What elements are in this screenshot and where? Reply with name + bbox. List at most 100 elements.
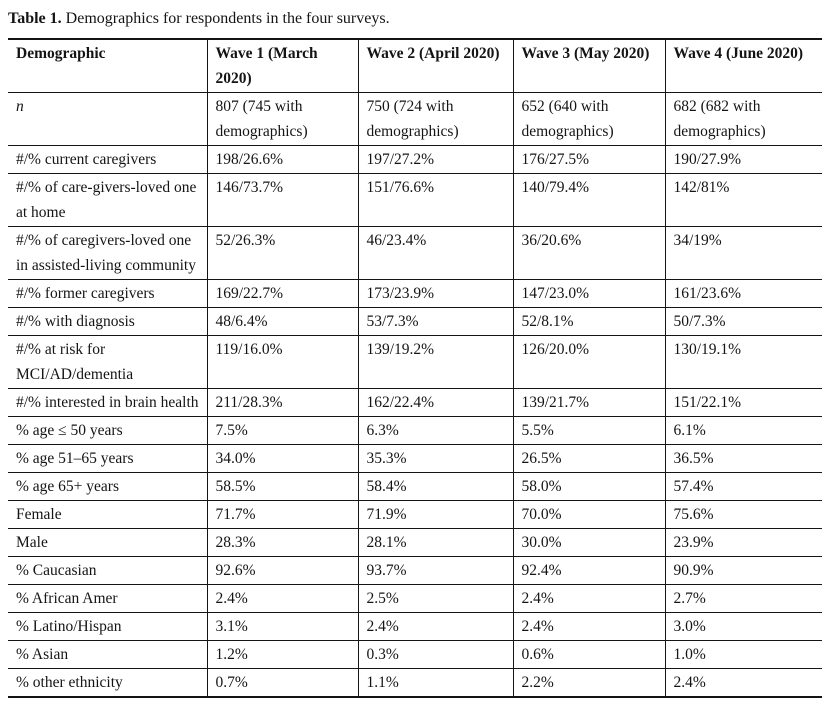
value-cell: 1.2% bbox=[206, 640, 358, 669]
table-row: #/% former caregivers 169/22.7% 173/23.9% 1… bbox=[8, 279, 822, 308]
table-row: Female 71.7% 71.9% 70.0% 75.6% bbox=[8, 500, 822, 529]
demographics-table: Demographic Wave 1 (March 2020) Wave 2 (Ap… bbox=[8, 38, 822, 698]
value-cell: 93.7% bbox=[357, 556, 513, 585]
row-label-cell: #/% with diagnosis bbox=[8, 307, 207, 336]
table-header: Demographic Wave 1 (March 2020) Wave 2 (Ap… bbox=[8, 39, 822, 93]
value-cell: 197/27.2% bbox=[357, 145, 513, 174]
value-cell: 190/27.9% bbox=[664, 145, 822, 174]
table-body: n 807 (745 with demographics) 750 (724 wit… bbox=[8, 92, 822, 697]
value-cell: 52/8.1% bbox=[512, 307, 665, 336]
value-cell: 1.1% bbox=[357, 668, 513, 697]
value-cell: 139/19.2% bbox=[357, 335, 513, 389]
row-label-cell: % age 65+ years bbox=[8, 472, 207, 501]
value-cell: 3.1% bbox=[206, 612, 358, 641]
value-cell: 750 (724 with demographics) bbox=[357, 92, 513, 146]
table-row: % age 65+ years 58.5% 58.4% 58.0% 57.4% bbox=[8, 472, 822, 501]
value-cell: 92.4% bbox=[512, 556, 665, 585]
value-cell: 57.4% bbox=[664, 472, 822, 501]
value-cell: 2.5% bbox=[357, 584, 513, 613]
value-cell: 5.5% bbox=[512, 416, 665, 445]
value-cell: 173/23.9% bbox=[357, 279, 513, 308]
row-label-cell: #/% of care-givers-loved one at home bbox=[8, 173, 207, 227]
value-cell: 71.7% bbox=[206, 500, 358, 529]
value-cell: 23.9% bbox=[664, 528, 822, 557]
value-cell: 70.0% bbox=[512, 500, 665, 529]
table-row: #/% current caregivers 198/26.6% 197/27.2%… bbox=[8, 145, 822, 174]
row-label-cell: #/% of caregivers-loved one in assisted-… bbox=[8, 226, 207, 280]
value-cell: 142/81% bbox=[664, 173, 822, 227]
value-cell: 36.5% bbox=[664, 444, 822, 473]
value-cell: 53/7.3% bbox=[357, 307, 513, 336]
row-label-cell: % age 51–65 years bbox=[8, 444, 207, 473]
value-cell: 146/73.7% bbox=[206, 173, 358, 227]
value-cell: 92.6% bbox=[206, 556, 358, 585]
table-row: Male 28.3% 28.1% 30.0% 23.9% bbox=[8, 528, 822, 557]
value-cell: 58.4% bbox=[357, 472, 513, 501]
column-header: Demographic bbox=[8, 39, 207, 93]
row-label-cell: Male bbox=[8, 528, 207, 557]
value-cell: 0.7% bbox=[206, 668, 358, 697]
value-cell: 162/22.4% bbox=[357, 388, 513, 417]
row-label-cell: % African Amer bbox=[8, 584, 207, 613]
value-cell: 28.1% bbox=[357, 528, 513, 557]
value-cell: 34/19% bbox=[664, 226, 822, 280]
value-cell: 139/21.7% bbox=[512, 388, 665, 417]
value-cell: 682 (682 with demographics) bbox=[664, 92, 822, 146]
value-cell: 2.2% bbox=[512, 668, 665, 697]
value-cell: 126/20.0% bbox=[512, 335, 665, 389]
row-label-cell: % Caucasian bbox=[8, 556, 207, 585]
value-cell: 30.0% bbox=[512, 528, 665, 557]
column-header: Wave 1 (March 2020) bbox=[206, 39, 358, 93]
value-cell: 140/79.4% bbox=[512, 173, 665, 227]
value-cell: 34.0% bbox=[206, 444, 358, 473]
column-header: Wave 4 (June 2020) bbox=[664, 39, 822, 93]
column-header: Wave 2 (April 2020) bbox=[357, 39, 513, 93]
value-cell: 0.6% bbox=[512, 640, 665, 669]
value-cell: 3.0% bbox=[664, 612, 822, 641]
table-row: % African Amer 2.4% 2.5% 2.4% 2.7% bbox=[8, 584, 822, 613]
value-cell: 6.3% bbox=[357, 416, 513, 445]
value-cell: 36/20.6% bbox=[512, 226, 665, 280]
value-cell: 71.9% bbox=[357, 500, 513, 529]
value-cell: 2.7% bbox=[664, 584, 822, 613]
value-cell: 1.0% bbox=[664, 640, 822, 669]
value-cell: 807 (745 with demographics) bbox=[206, 92, 358, 146]
table-row: #/% with diagnosis 48/6.4% 53/7.3% 52/8.1% 5… bbox=[8, 307, 822, 336]
value-cell: 0.3% bbox=[357, 640, 513, 669]
row-label-cell: n bbox=[16, 98, 24, 115]
table-row: % age 51–65 years 34.0% 35.3% 26.5% 36.5% bbox=[8, 444, 822, 473]
value-cell: 6.1% bbox=[664, 416, 822, 445]
value-cell: 652 (640 with demographics) bbox=[512, 92, 665, 146]
row-label-cell: Female bbox=[8, 500, 207, 529]
value-cell: 58.0% bbox=[512, 472, 665, 501]
value-cell: 198/26.6% bbox=[206, 145, 358, 174]
column-header: Wave 3 (May 2020) bbox=[512, 39, 665, 93]
value-cell: 2.4% bbox=[512, 584, 665, 613]
table-row: % Latino/Hispan 3.1% 2.4% 2.4% 3.0% bbox=[8, 612, 822, 641]
value-cell: 75.6% bbox=[664, 500, 822, 529]
value-cell: 211/28.3% bbox=[206, 388, 358, 417]
table-row: #/% interested in brain health 211/28.3% 1… bbox=[8, 388, 822, 417]
value-cell: 151/22.1% bbox=[664, 388, 822, 417]
value-cell: 48/6.4% bbox=[206, 307, 358, 336]
value-cell: 46/23.4% bbox=[357, 226, 513, 280]
value-cell: 50/7.3% bbox=[664, 307, 822, 336]
table-row: % other ethnicity 0.7% 1.1% 2.2% 2.4% bbox=[8, 668, 822, 697]
table-row: % Asian 1.2% 0.3% 0.6% 1.0% bbox=[8, 640, 822, 669]
value-cell: 28.3% bbox=[206, 528, 358, 557]
value-cell: 26.5% bbox=[512, 444, 665, 473]
value-cell: 176/27.5% bbox=[512, 145, 665, 174]
table-row: #/% at risk for MCI/AD/dementia 119/16.0%… bbox=[8, 335, 822, 389]
table-row: % Caucasian 92.6% 93.7% 92.4% 90.9% bbox=[8, 556, 822, 585]
value-cell: 151/76.6% bbox=[357, 173, 513, 227]
value-cell: 2.4% bbox=[512, 612, 665, 641]
row-label-cell: % Asian bbox=[8, 640, 207, 669]
table-row: #/% of caregivers-loved one in assisted-… bbox=[8, 226, 822, 280]
value-cell: 90.9% bbox=[664, 556, 822, 585]
value-cell: 2.4% bbox=[664, 668, 822, 697]
value-cell: 169/22.7% bbox=[206, 279, 358, 308]
table-caption-label: Table 1. bbox=[8, 10, 62, 27]
table-row: #/% of care-givers-loved one at home 146/… bbox=[8, 173, 822, 227]
row-label-cell: % Latino/Hispan bbox=[8, 612, 207, 641]
